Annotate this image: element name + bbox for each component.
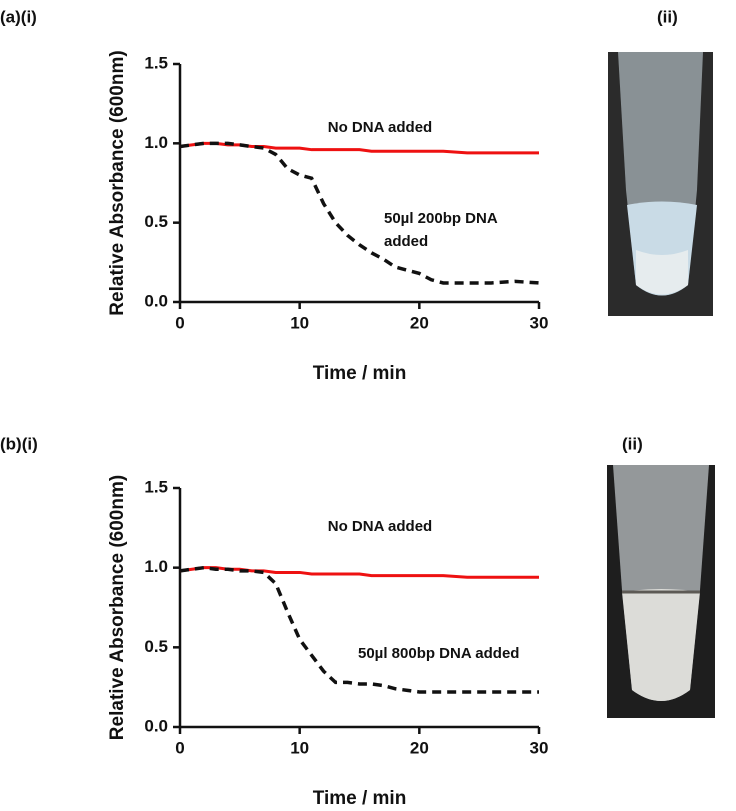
y-tick-label: 0.0: [144, 716, 168, 735]
photo-label: (ii): [622, 434, 643, 453]
x-tick-label: 30: [530, 738, 549, 757]
tube-liquid: [622, 589, 700, 701]
series-label: 50µl 800bp DNA added: [358, 645, 520, 662]
photo: [608, 52, 713, 316]
x-tick-label: 20: [410, 313, 429, 332]
y-tick-label: 0.5: [144, 637, 168, 656]
y-tick-label: 0.0: [144, 291, 168, 310]
series-label-box: 50µl 200bp DNA added: [384, 210, 498, 250]
x-tick-label: 10: [290, 313, 309, 332]
photo-label: (ii): [657, 7, 678, 26]
x-tick-label: 30: [530, 313, 549, 332]
y-tick-label: 0.5: [144, 212, 168, 231]
photo: [607, 465, 715, 718]
data-line: [179, 141, 539, 155]
y-axis-title: Relative Absorbance (600nm): [107, 475, 128, 740]
x-axis-title: Time / min: [313, 788, 407, 809]
tube-pellet: [636, 250, 688, 295]
x-tick-label: 0: [175, 738, 184, 757]
y-tick-label: 1.5: [144, 53, 168, 72]
data-line: [179, 141, 540, 285]
y-tick-label: 1.0: [144, 557, 168, 576]
panel-label: (b)(i): [0, 434, 38, 453]
panel-label: (a)(i): [0, 7, 37, 26]
series-label: No DNA added: [328, 518, 432, 535]
y-axis-title: Relative Absorbance (600nm): [107, 50, 128, 315]
data-line: [179, 565, 539, 694]
x-tick-label: 0: [175, 313, 184, 332]
x-tick-label: 20: [410, 738, 429, 757]
data-line: [179, 566, 539, 579]
series-label: No DNA added: [328, 119, 432, 136]
x-tick-label: 10: [290, 738, 309, 757]
y-tick-label: 1.0: [144, 133, 168, 152]
x-axis-title: Time / min: [313, 363, 407, 384]
y-tick-label: 1.5: [144, 477, 168, 496]
series-label-box: 50µl 800bp DNA added: [358, 645, 520, 662]
series-label: 50µl 200bp DNA added: [384, 210, 498, 250]
